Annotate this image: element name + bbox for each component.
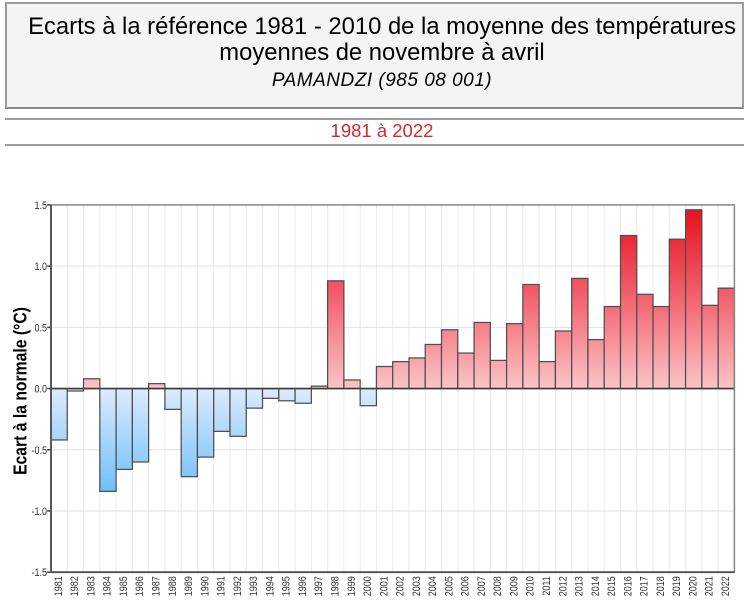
svg-text:2002: 2002: [395, 576, 407, 596]
svg-text:2003: 2003: [411, 576, 423, 596]
svg-text:1.5: 1.5: [34, 200, 47, 212]
svg-text:1988: 1988: [167, 576, 179, 596]
svg-text:1986: 1986: [134, 576, 146, 596]
svg-text:2016: 2016: [623, 576, 635, 596]
svg-text:1983: 1983: [86, 576, 98, 596]
svg-text:1985: 1985: [118, 576, 130, 596]
svg-text:1984: 1984: [102, 576, 114, 596]
svg-text:2006: 2006: [460, 576, 472, 596]
svg-text:2000: 2000: [362, 576, 374, 596]
svg-text:2017: 2017: [639, 576, 651, 596]
svg-text:2010: 2010: [525, 576, 537, 596]
svg-text:2019: 2019: [671, 576, 683, 596]
svg-text:2015: 2015: [606, 576, 618, 596]
svg-text:2009: 2009: [509, 576, 521, 596]
svg-text:2008: 2008: [492, 576, 504, 596]
svg-text:2004: 2004: [427, 576, 439, 596]
svg-text:2012: 2012: [558, 576, 570, 596]
svg-text:1987: 1987: [151, 576, 163, 596]
svg-text:Ecart à la normale (°C): Ecart à la normale (°C): [9, 307, 31, 475]
svg-text:2007: 2007: [476, 576, 488, 596]
svg-text:1998: 1998: [330, 576, 342, 596]
svg-text:2018: 2018: [655, 576, 667, 596]
svg-text:1991: 1991: [216, 576, 228, 596]
svg-text:0.0: 0.0: [34, 384, 47, 396]
svg-text:-1.5: -1.5: [31, 567, 47, 579]
svg-text:-0.5: -0.5: [31, 445, 47, 457]
svg-text:1994: 1994: [265, 576, 277, 596]
svg-text:-1.0: -1.0: [31, 506, 47, 518]
svg-text:2014: 2014: [590, 576, 602, 596]
svg-text:1993: 1993: [248, 576, 260, 596]
svg-text:2013: 2013: [574, 576, 586, 596]
svg-text:0.5: 0.5: [34, 323, 47, 335]
svg-text:2005: 2005: [444, 576, 456, 596]
svg-text:1.0: 1.0: [34, 261, 47, 273]
svg-text:1997: 1997: [313, 576, 325, 596]
svg-text:1982: 1982: [69, 576, 81, 596]
svg-text:2020: 2020: [688, 576, 700, 596]
svg-text:2022: 2022: [720, 576, 732, 596]
svg-text:1999: 1999: [346, 576, 358, 596]
svg-text:2011: 2011: [541, 576, 553, 596]
svg-text:1990: 1990: [200, 576, 212, 596]
svg-text:1996: 1996: [297, 576, 309, 596]
svg-text:2021: 2021: [704, 576, 716, 596]
svg-text:2001: 2001: [379, 576, 391, 596]
svg-text:1995: 1995: [281, 576, 293, 596]
svg-text:1992: 1992: [232, 576, 244, 596]
svg-text:1989: 1989: [183, 576, 195, 596]
svg-text:1981: 1981: [53, 576, 65, 596]
